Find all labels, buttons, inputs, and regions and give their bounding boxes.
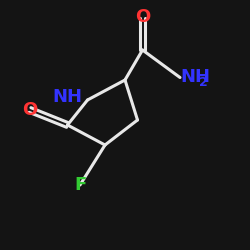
Text: 2: 2 xyxy=(199,76,207,88)
Text: O: O xyxy=(22,101,38,119)
Text: NH: NH xyxy=(180,68,210,86)
Text: F: F xyxy=(74,176,86,194)
Text: O: O xyxy=(135,8,150,26)
Text: NH: NH xyxy=(52,88,82,106)
